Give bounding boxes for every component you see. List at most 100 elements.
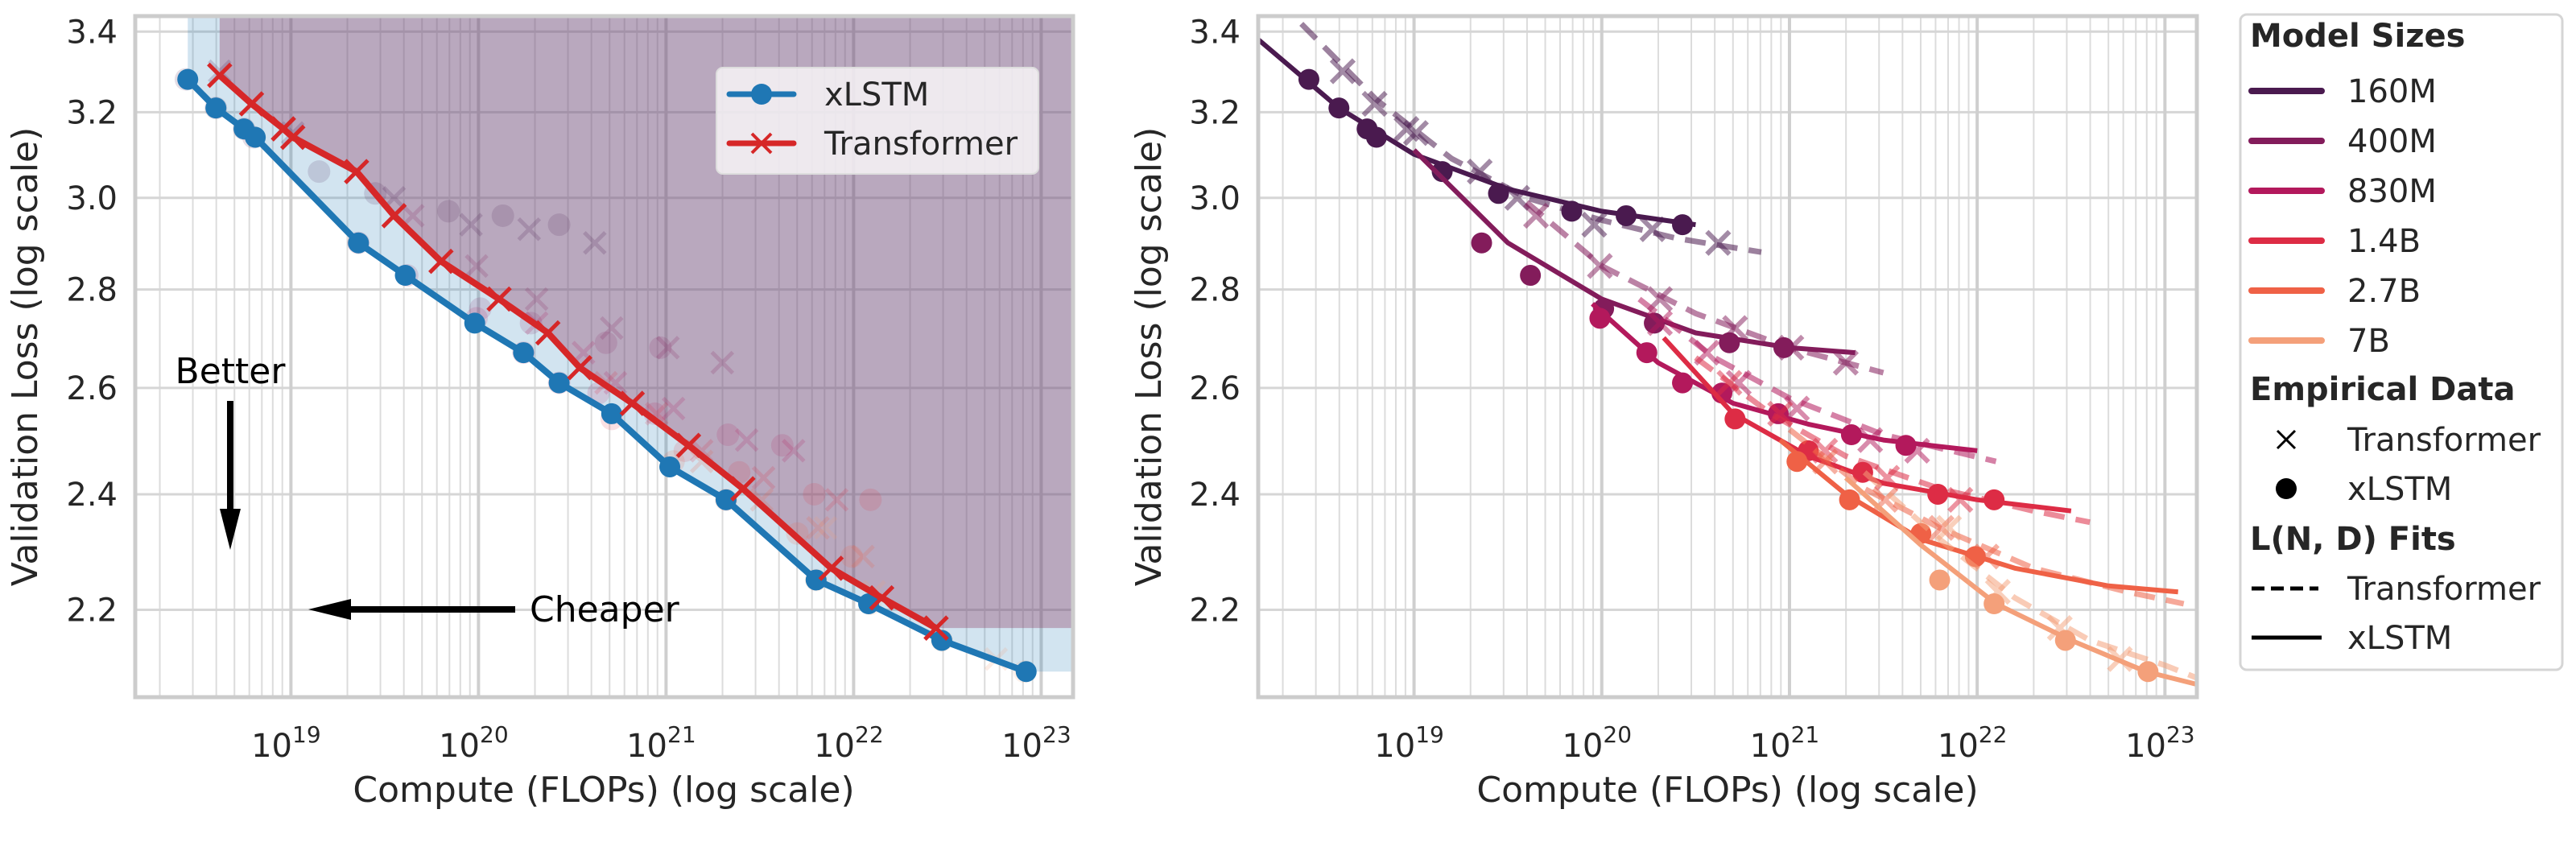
xlstm-point — [805, 569, 827, 591]
faded-xlstm-point — [859, 488, 882, 511]
faded-transformer-point — [734, 427, 759, 452]
right-x-ticks: 1019 1020 1021 1022 1023 — [1374, 721, 2194, 765]
legend-entry-transformer: Transformer — [726, 126, 1018, 163]
transformer-point — [730, 476, 756, 502]
xlstm-point — [1015, 661, 1037, 683]
transformer-fit-line — [1787, 427, 2185, 607]
legend-entry-empirical-transformer: Transformer — [2276, 422, 2541, 459]
better-arrow-icon — [220, 401, 241, 550]
transformer-point — [1523, 202, 1550, 229]
y-tick-label: 2.6 — [66, 370, 118, 407]
transformer-point — [619, 390, 646, 416]
cheaper-annotation: Cheaper — [530, 589, 680, 630]
x-tick-label: 1023 — [1001, 721, 1071, 765]
faded-transformer-point — [644, 402, 669, 426]
xlstm-point — [1927, 483, 1949, 505]
xlstm-point — [2137, 661, 2159, 683]
x-tick-label: 1019 — [251, 721, 321, 765]
xlstm-point — [2054, 630, 2076, 651]
transformer-point — [818, 555, 844, 581]
transformer-point — [535, 320, 561, 346]
series-1.4b — [1662, 336, 2091, 526]
xlstm-point — [1471, 232, 1492, 254]
transformer-point — [923, 615, 949, 641]
y-tick-label: 3.0 — [66, 180, 118, 217]
faded-transformer-point — [751, 465, 776, 490]
series-2.7b — [1778, 427, 2185, 607]
legend-entry-size: 7B — [2248, 323, 2390, 360]
transformer-point — [869, 584, 895, 611]
transformer-point — [1587, 253, 1613, 279]
y-tick-label: 2.2 — [1189, 593, 1241, 630]
xlstm-point — [1672, 372, 1694, 394]
transformer-point — [1639, 216, 1666, 242]
right-y-ticks: 2.2 2.4 2.6 2.8 3.0 3.2 3.4 — [1189, 14, 1241, 629]
xlstm-point — [601, 403, 622, 424]
y-tick-label: 3.2 — [1189, 94, 1241, 131]
faded-xlstm-point — [770, 434, 794, 457]
left-major-grid — [135, 16, 1073, 697]
legend-model-sizes: 160M 400M 830M 1.4B 2.7B 7B — [2248, 73, 2437, 360]
x-marker-icon — [750, 132, 773, 155]
transformer-point — [1329, 58, 1356, 85]
xlstm-point — [1786, 451, 1808, 473]
legend-label: Transformer — [2347, 422, 2541, 459]
legend-label: 830M — [2347, 173, 2437, 210]
transformer-point — [1767, 400, 1794, 427]
xlstm-point — [1719, 332, 1740, 353]
xlstm-point — [931, 630, 952, 651]
faded-transformer-point — [851, 544, 875, 569]
right-x-axis-label: Compute (FLOPs) (log scale) — [1476, 770, 1978, 811]
legend-label-transformer: Transformer — [824, 126, 1018, 163]
transformer-point — [207, 62, 233, 89]
xlstm-point — [1929, 569, 1951, 591]
transformer-point — [1928, 514, 1955, 541]
y-tick-label: 2.8 — [1189, 272, 1241, 309]
xlstm-point — [177, 68, 199, 90]
transformer-point — [1936, 514, 1963, 541]
y-tick-label: 3.4 — [66, 14, 118, 51]
right-major-grid — [1258, 16, 2197, 697]
legend-title-empirical-data: Empirical Data — [2250, 371, 2515, 408]
x-marker-icon — [2276, 429, 2297, 450]
series-transformer — [207, 62, 949, 641]
left-y-ticks: 2.2 2.4 2.6 2.8 3.0 3.2 3.4 — [66, 14, 118, 629]
transformer-point — [428, 248, 454, 275]
xlstm-point — [1895, 435, 1917, 456]
xlstm-point — [1636, 342, 1657, 364]
xlstm-point — [464, 312, 485, 334]
faded-xlstm-point — [649, 336, 672, 359]
legend-entry-size: 1.4B — [2248, 223, 2421, 260]
xlstm-point — [1644, 312, 1666, 334]
xlstm-point — [348, 232, 369, 254]
faded-xlstm-point — [547, 213, 571, 237]
legend-entry-size: 400M — [2248, 123, 2437, 160]
xlstm-point — [1328, 97, 1350, 119]
y-tick-label: 3.0 — [1189, 180, 1241, 217]
faded-xlstm-point — [594, 331, 617, 354]
faded-transformer-point — [583, 230, 607, 255]
right-plot-frame — [1256, 14, 2199, 700]
y-tick-label: 2.6 — [1189, 370, 1241, 407]
xlstm-point — [715, 489, 737, 510]
transformer-point — [344, 159, 369, 184]
left-y-axis-label: Validation Loss (log scale) — [5, 127, 46, 587]
transformer-point — [486, 286, 512, 312]
transformer-point — [238, 91, 265, 117]
y-tick-label: 3.2 — [66, 94, 118, 131]
xlstm-point — [1840, 424, 1862, 446]
faded-transformer-point — [749, 488, 774, 512]
faded-transformer-point — [824, 488, 849, 512]
left-series — [177, 62, 1037, 683]
series-7b — [1843, 470, 2197, 688]
faded-xlstm-point — [716, 423, 740, 447]
faded-xlstm-point — [491, 204, 514, 227]
legend-label: 1.4B — [2347, 223, 2421, 260]
x-tick-label: 1020 — [1562, 721, 1632, 765]
xlstm-point — [1616, 204, 1637, 226]
transformer-point — [2107, 646, 2133, 672]
transformer-point — [1947, 486, 1974, 513]
right-legend: Model Sizes 160M 400M 830M 1.4B 2.7B 7B Empir… — [2239, 13, 2564, 671]
x-tick-label: 1022 — [814, 721, 884, 765]
faded-xlstm-point — [803, 482, 826, 506]
